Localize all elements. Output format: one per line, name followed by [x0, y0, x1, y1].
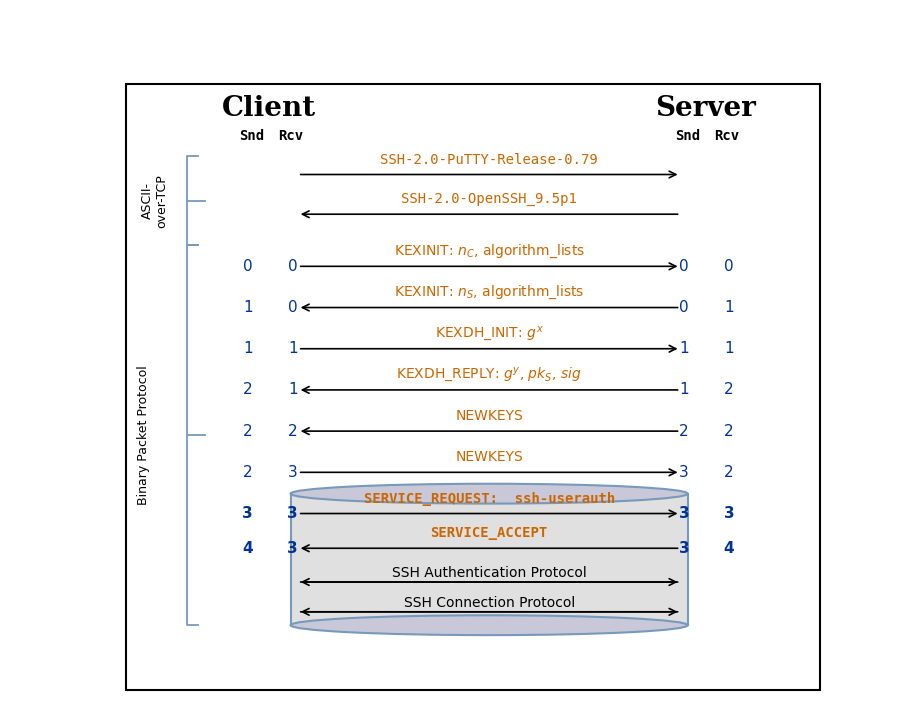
Text: 3: 3 [679, 465, 689, 480]
Text: 3: 3 [243, 506, 253, 521]
Text: 4: 4 [243, 541, 253, 556]
Text: 2: 2 [725, 465, 734, 480]
Text: SSH-2.0-PuTTY-Release-0.79: SSH-2.0-PuTTY-Release-0.79 [380, 152, 598, 167]
Text: 3: 3 [724, 506, 735, 521]
Text: 1: 1 [725, 342, 734, 356]
Ellipse shape [291, 484, 688, 504]
Text: 1: 1 [243, 300, 253, 315]
Ellipse shape [291, 615, 688, 635]
Text: 2: 2 [243, 465, 253, 480]
Text: 0: 0 [288, 258, 297, 274]
Text: 3: 3 [678, 541, 689, 556]
Text: Rcv: Rcv [278, 129, 303, 143]
Text: 2: 2 [679, 424, 689, 439]
Text: KEXINIT: $n_C$, algorithm_lists: KEXINIT: $n_C$, algorithm_lists [393, 243, 584, 260]
Text: SERVICE_ACCEPT: SERVICE_ACCEPT [430, 526, 547, 540]
Text: Snd: Snd [675, 129, 701, 143]
Text: 0: 0 [679, 300, 689, 315]
Text: 1: 1 [243, 342, 253, 356]
Text: SSH-2.0-OpenSSH_9.5p1: SSH-2.0-OpenSSH_9.5p1 [402, 192, 577, 206]
Text: KEXDH_REPLY: $g^y$, $pk_S$, $sig$: KEXDH_REPLY: $g^y$, $pk_S$, $sig$ [396, 366, 581, 384]
Text: 3: 3 [287, 506, 298, 521]
Text: Client: Client [222, 95, 317, 123]
Text: 1: 1 [288, 383, 297, 397]
Text: 2: 2 [725, 383, 734, 397]
Text: 2: 2 [725, 424, 734, 439]
Text: SERVICE_REQUEST:  ssh-userauth: SERVICE_REQUEST: ssh-userauth [364, 492, 615, 505]
Text: 1: 1 [725, 300, 734, 315]
Text: 1: 1 [679, 342, 689, 356]
Text: 1: 1 [679, 383, 689, 397]
Text: Snd: Snd [239, 129, 264, 143]
Text: 2: 2 [243, 383, 253, 397]
Text: 3: 3 [678, 506, 689, 521]
Text: 0: 0 [288, 300, 297, 315]
Text: 0: 0 [679, 258, 689, 274]
Text: 2: 2 [288, 424, 297, 439]
Text: Rcv: Rcv [714, 129, 739, 143]
Text: KEXINIT: $n_S$, algorithm_lists: KEXINIT: $n_S$, algorithm_lists [394, 284, 584, 301]
Text: SSH Connection Protocol: SSH Connection Protocol [403, 596, 575, 610]
Bar [292, 494, 686, 504]
Text: SSH Authentication Protocol: SSH Authentication Protocol [391, 566, 586, 580]
Text: 3: 3 [287, 541, 298, 556]
Text: KEXDH_INIT: $g^x$: KEXDH_INIT: $g^x$ [435, 325, 544, 343]
Text: NEWKEYS: NEWKEYS [455, 409, 523, 423]
Text: 0: 0 [243, 258, 253, 274]
Text: 0: 0 [725, 258, 734, 274]
Text: NEWKEYS: NEWKEYS [455, 451, 523, 464]
Text: Server: Server [655, 95, 756, 123]
Text: Binary Packet Protocol: Binary Packet Protocol [138, 365, 150, 505]
Text: 3: 3 [288, 465, 297, 480]
Text: 2: 2 [243, 424, 253, 439]
Text: 1: 1 [288, 342, 297, 356]
Bar [291, 494, 688, 625]
Text: 4: 4 [724, 541, 735, 556]
Text: ASCII-
over-TCP: ASCII- over-TCP [140, 174, 169, 227]
